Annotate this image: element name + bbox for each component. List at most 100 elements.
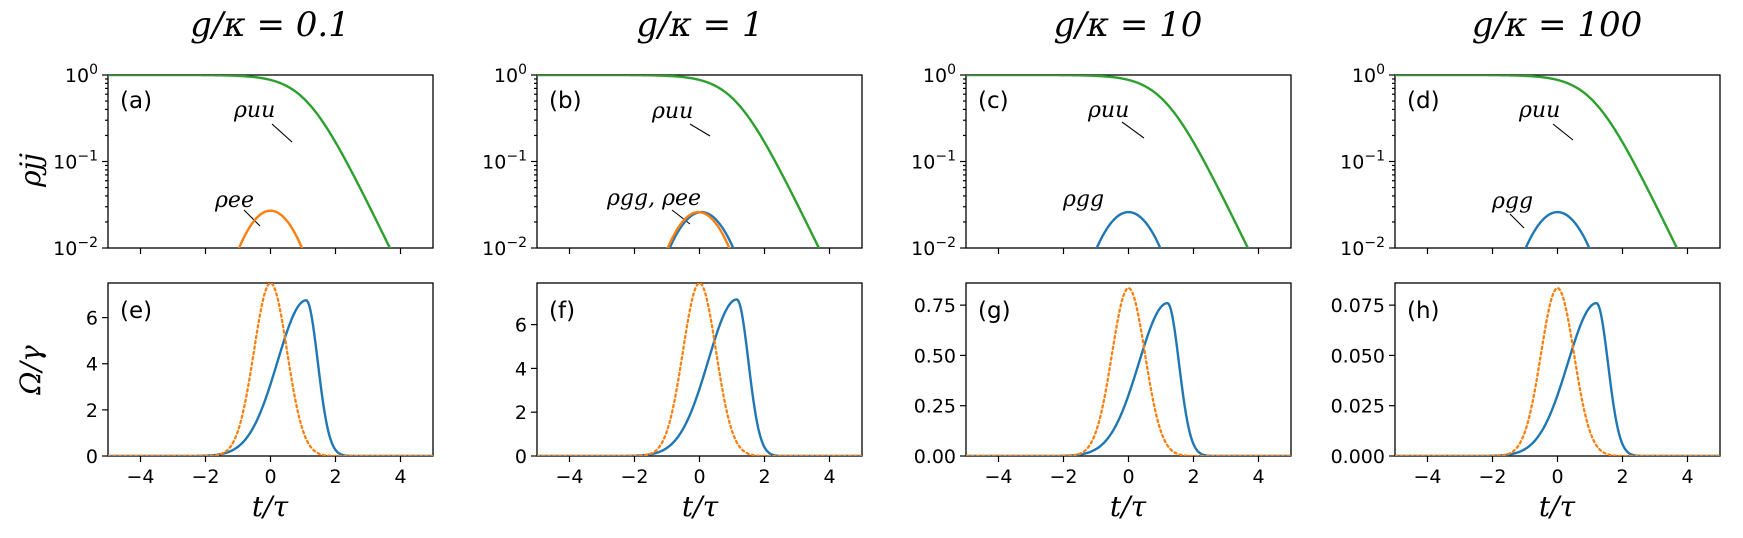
x-tick-label: 4 [823,466,835,488]
y-tick-label: 2 [86,400,98,422]
curve-label-rho-uu: ρuu [1518,98,1560,123]
leader-line [1121,121,1145,139]
series-line [237,209,304,248]
curve-label-rho-gg: ρgg [1491,189,1533,214]
x-tick-label: −4 [555,466,583,488]
column-title: g/κ = 100 [1472,5,1643,45]
x-tick-label: −2 [1478,466,1506,488]
panel-e-frame [107,282,434,457]
panel-label: (a) [120,88,152,114]
y-tick-label: 100 [1352,62,1385,87]
panel-label: (f) [549,298,575,324]
x-tick-label: −4 [126,466,154,488]
panel-h-frame [1394,282,1721,457]
chart-marks: 100 10−1 10−2 100 10−1 10−2 100 10−1 10−2 100 10−1… [53,62,1720,488]
curve-label-rho-gg-ee: ρgg, ρee [606,186,701,211]
x-tick-label: 2 [758,466,770,488]
panel-b-frame [536,74,863,249]
y-tick-label: 0.075 [1331,295,1385,317]
series-line [108,75,392,248]
panel-label: (c) [978,88,1009,114]
panel-label: (b) [549,88,582,114]
curve-label-rho-uu: ρuu [651,99,693,124]
y-tick-label: 0.50 [914,345,956,367]
column-title: g/κ = 1 [636,5,763,45]
series-line [1395,75,1679,248]
y-tick-label: 10−2 [53,235,98,260]
x-tick-label: −2 [191,466,219,488]
panel-label: (e) [120,298,152,324]
y-tick-label: 100 [923,62,956,87]
panel-label: (g) [978,298,1011,324]
y-tick-label: 100 [494,62,527,87]
x-tick-label: 2 [1187,466,1199,488]
y-tick-label: 0.25 [914,396,956,418]
series-line [1095,210,1162,248]
y-tick-label: 0.050 [1331,345,1385,367]
leader-line [243,209,261,227]
y-tick-label: 6 [86,308,98,330]
x-axis-label: t/τ [682,490,719,523]
y-tick-label: 4 [86,354,98,376]
y-tick-label: 0.75 [914,295,956,317]
column-title: g/κ = 10 [1054,5,1203,45]
leader-line [671,209,691,225]
series-line [537,75,821,248]
series-line [537,298,862,456]
x-tick-label: −4 [984,466,1012,488]
bottom-row-y-label: Ω/γ [14,345,47,396]
x-tick-label: 2 [1616,466,1628,488]
x-tick-label: 0 [693,466,705,488]
series-line [1395,286,1720,456]
y-tick-label: 2 [515,402,527,424]
curve-label-rho-gg: ρgg [1062,187,1104,212]
y-tick-label: 0.000 [1331,446,1385,468]
x-tick-label: 0 [1551,466,1563,488]
series-line [666,210,731,248]
leader-line [1509,213,1525,229]
y-tick-label: 10−2 [1340,235,1385,260]
panel-label: (h) [1407,298,1440,324]
leader-line [271,123,293,143]
series-line [108,283,433,456]
series-line [108,299,433,456]
x-tick-label: 0 [264,466,276,488]
panel-g-frame [965,282,1292,457]
x-tick-label: 4 [1681,466,1693,488]
y-tick-label: 0 [86,446,98,468]
y-tick-label: 10−1 [53,149,98,174]
leader-line [1552,123,1574,141]
column-title: g/κ = 0.1 [190,5,350,45]
y-tick-label: 0 [515,446,527,468]
y-tick-label: 6 [515,315,527,337]
x-axis-label: t/τ [1539,490,1576,523]
series-line [966,286,1291,456]
x-tick-label: −2 [620,466,648,488]
y-tick-label: 10−1 [911,149,956,174]
x-tick-label: 4 [1252,466,1264,488]
x-axis-label: t/τ [1110,490,1147,523]
series-line [668,210,735,248]
x-tick-label: −2 [1049,466,1077,488]
y-tick-label: 100 [65,62,98,87]
top-row-y-label: ρjj [14,153,47,188]
y-tick-label: 0.025 [1331,396,1385,418]
curve-label-rho-uu: ρuu [233,98,275,123]
x-tick-label: 4 [394,466,406,488]
x-tick-label: 2 [329,466,341,488]
curve-label-rho-ee: ρee [214,188,254,213]
x-tick-label: −4 [1413,466,1441,488]
y-tick-label: 0.00 [914,446,956,468]
panel-label: (d) [1407,88,1440,114]
curve-label-rho-uu: ρuu [1087,98,1129,123]
series-line [966,301,1291,456]
y-tick-label: 10−1 [482,149,527,174]
series-line [1524,210,1591,248]
x-axis-label: t/τ [252,490,289,523]
series-line [966,75,1250,248]
panel-f-frame [536,282,863,457]
x-tick-label: 0 [1122,466,1134,488]
y-tick-label: 10−1 [1340,149,1385,174]
y-tick-label: 10−2 [482,235,527,260]
